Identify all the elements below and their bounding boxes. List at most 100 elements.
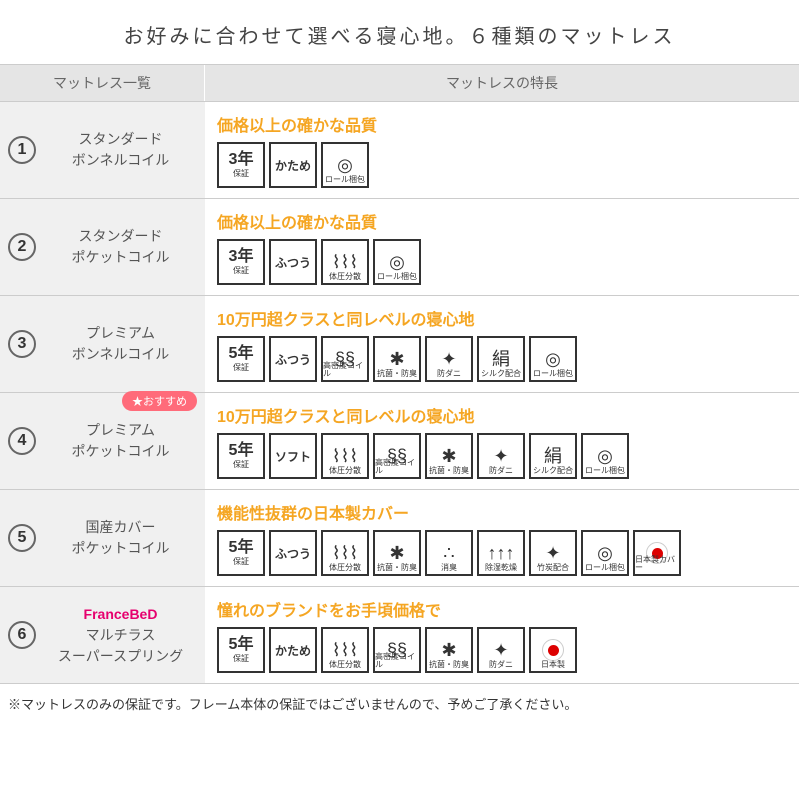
badge-caption: 抗菌・防臭 [377, 564, 417, 572]
firmness-label: ふつう [275, 254, 311, 271]
mattress-name-cell: ★おすすめ 4 プレミアムポケットコイル [0, 393, 205, 489]
badge-row: 5年保証ふつう§§高密度コイル✱抗菌・防臭✦防ダニ絹シルク配合◎ロール梱包 [217, 336, 787, 382]
mattress-features-cell: 10万円超クラスと同レベルの寝心地5年保証ふつう§§高密度コイル✱抗菌・防臭✦防… [205, 296, 799, 392]
mattress-name: プレミアムポケットコイル [44, 420, 197, 462]
mattress-row: 1スタンダードボンネルコイル価格以上の確かな品質3年保証かため◎ロール梱包 [0, 101, 799, 198]
feature-icon: ✦ [493, 641, 508, 659]
feature-icon: ✱ [441, 447, 456, 465]
feature-headline: 憧れのブランドをお手頃価格で [217, 597, 787, 621]
badge-caption: 抗菌・防臭 [429, 467, 469, 475]
badge-caption: 防ダニ [489, 467, 513, 475]
feature-badge: ✦ 防ダニ [477, 433, 525, 479]
feature-icon: ⌇⌇⌇ [332, 253, 358, 271]
feature-headline: 価格以上の確かな品質 [217, 112, 787, 136]
badge-caption: ロール梱包 [585, 467, 625, 475]
row-number: 5 [8, 524, 36, 552]
warranty-badge: 3年保証 [217, 239, 265, 285]
feature-badge: ⌇⌇⌇ 体圧分散 [321, 530, 369, 576]
feature-badge: ✦防ダニ [425, 336, 473, 382]
badge-row: 3年保証ふつう ⌇⌇⌇ 体圧分散 ◎ ロール梱包 [217, 239, 787, 285]
firmness-label: かため [275, 157, 311, 174]
badge-row: 5年保証ソフト⌇⌇⌇体圧分散§§高密度コイル✱抗菌・防臭✦防ダニ絹シルク配合◎ロ… [217, 433, 787, 479]
feature-icon: ✱ [389, 544, 404, 562]
recommend-badge: ★おすすめ [122, 391, 197, 411]
feature-icon: ◎ [597, 544, 613, 562]
mattress-features-cell: 10万円超クラスと同レベルの寝心地5年保証ソフト⌇⌇⌇体圧分散§§高密度コイル✱… [205, 393, 799, 489]
feature-badge: ◎ ロール梱包 [373, 239, 421, 285]
mattress-row: 3プレミアムボンネルコイル10万円超クラスと同レベルの寝心地5年保証ふつう§§高… [0, 295, 799, 392]
mattress-features-cell: 価格以上の確かな品質3年保証ふつう⌇⌇⌇体圧分散◎ロール梱包 [205, 199, 799, 295]
feature-icon: ✦ [493, 447, 508, 465]
badge-caption: 竹炭配合 [537, 564, 569, 572]
feature-icon: ⌇⌇⌇ [332, 544, 358, 562]
feature-headline: 10万円超クラスと同レベルの寝心地 [217, 306, 787, 330]
warranty-label: 保証 [233, 267, 249, 275]
feature-icon: ✱ [441, 641, 456, 659]
feature-badge: ✱抗菌・防臭 [373, 336, 421, 382]
firmness-badge: ふつう [269, 239, 317, 285]
badge-caption: 除湿乾燥 [485, 564, 517, 572]
japan-flag-icon [542, 639, 564, 661]
feature-badge: §§高密度コイル [373, 433, 421, 479]
badge-caption: ロール梱包 [533, 370, 573, 378]
firmness-label: かため [275, 642, 311, 659]
warranty-badge: 5年保証 [217, 530, 265, 576]
mattress-row: 5 国産カバーポケットコイル機能性抜群の日本製カバー 5年保証ふつう ⌇⌇⌇ 体圧分散 ✱… [0, 489, 799, 586]
mattress-name: スタンダードポケットコイル [44, 226, 197, 268]
mattress-name: 国産カバーポケットコイル [44, 517, 197, 559]
firmness-badge: かため [269, 627, 317, 673]
warranty-label: 保証 [233, 655, 249, 663]
feature-icon: ◎ [389, 253, 405, 271]
warranty-years: 5年 [229, 637, 254, 653]
mattress-features-cell: 機能性抜群の日本製カバー 5年保証ふつう ⌇⌇⌇ 体圧分散 ✱ 抗菌・防臭 ∴消臭↑↑↑除湿… [205, 490, 799, 586]
badge-row: 3年保証かため◎ロール梱包 [217, 142, 787, 188]
firmness-badge: ソフト [269, 433, 317, 479]
badge-caption: 体圧分散 [329, 661, 361, 669]
mattress-name: スタンダードボンネルコイル [44, 129, 197, 171]
page-title: お好みに合わせて選べる寝心地。６種類のマットレス [0, 0, 799, 64]
mattress-row: ★おすすめ 4 プレミアムポケットコイル 10万円超クラスと同レベルの寝心地 5年保証ソ… [0, 392, 799, 489]
warranty-years: 3年 [229, 152, 254, 168]
feature-headline: 機能性抜群の日本製カバー [217, 500, 787, 524]
firmness-label: ソフト [275, 448, 311, 465]
feature-badge: ∴消臭 [425, 530, 473, 576]
warranty-badge: 3年保証 [217, 142, 265, 188]
row-number: 4 [8, 427, 36, 455]
badge-caption: 日本製 [541, 661, 565, 669]
mattress-row: 2スタンダードポケットコイル価格以上の確かな品質3年保証ふつう⌇⌇⌇体圧分散◎ロ… [0, 198, 799, 295]
feature-badge: ⌇⌇⌇ 体圧分散 [321, 239, 369, 285]
mattress-name-cell: 5 国産カバーポケットコイル [0, 490, 205, 586]
feature-icon: ⌇⌇⌇ [332, 447, 358, 465]
badge-caption: 防ダニ [489, 661, 513, 669]
feature-icon: ∴ [443, 544, 454, 562]
feature-badge: ✱抗菌・防臭 [425, 627, 473, 673]
feature-badge: ↑↑↑除湿乾燥 [477, 530, 525, 576]
feature-badge: ✱ 抗菌・防臭 [425, 433, 473, 479]
firmness-label: ふつう [275, 351, 311, 368]
badge-caption: シルク配合 [481, 370, 521, 378]
feature-icon: ◎ [597, 447, 613, 465]
mattress-row: 6FranceBeDマルチラススーパースプリング憧れのブランドをお手頃価格で 5年… [0, 586, 799, 683]
feature-badge: ✦ 防ダニ [477, 627, 525, 673]
mattress-name: FranceBeDマルチラススーパースプリング [44, 604, 197, 667]
warranty-label: 保証 [233, 364, 249, 372]
feature-badge: ✱ 抗菌・防臭 [373, 530, 421, 576]
firmness-label: ふつう [275, 545, 311, 562]
mattress-features-cell: 価格以上の確かな品質 3年保証かため◎ロール梱包 [205, 102, 799, 198]
feature-badge: §§高密度コイル [373, 627, 421, 673]
badge-caption: 体圧分散 [329, 564, 361, 572]
badge-caption: 高密度コイル [375, 653, 419, 669]
japan-flag-badge: 日本製カバー [633, 530, 681, 576]
warranty-badge: 5年保証 [217, 336, 265, 382]
feature-icon: ✦ [545, 544, 560, 562]
mattress-name-cell: 6FranceBeDマルチラススーパースプリング [0, 587, 205, 683]
feature-badge: ◎ ロール梱包 [581, 433, 629, 479]
feature-headline: 10万円超クラスと同レベルの寝心地 [217, 403, 787, 427]
badge-caption: 体圧分散 [329, 273, 361, 281]
feature-badge: ⌇⌇⌇ 体圧分散 [321, 433, 369, 479]
footnote: ※マットレスのみの保証です。フレーム本体の保証ではございませんので、予めご了承く… [0, 683, 799, 723]
warranty-years: 5年 [229, 540, 254, 556]
badge-caption: 体圧分散 [329, 467, 361, 475]
badge-caption: ロール梱包 [377, 273, 417, 281]
warranty-badge: 5年保証 [217, 433, 265, 479]
